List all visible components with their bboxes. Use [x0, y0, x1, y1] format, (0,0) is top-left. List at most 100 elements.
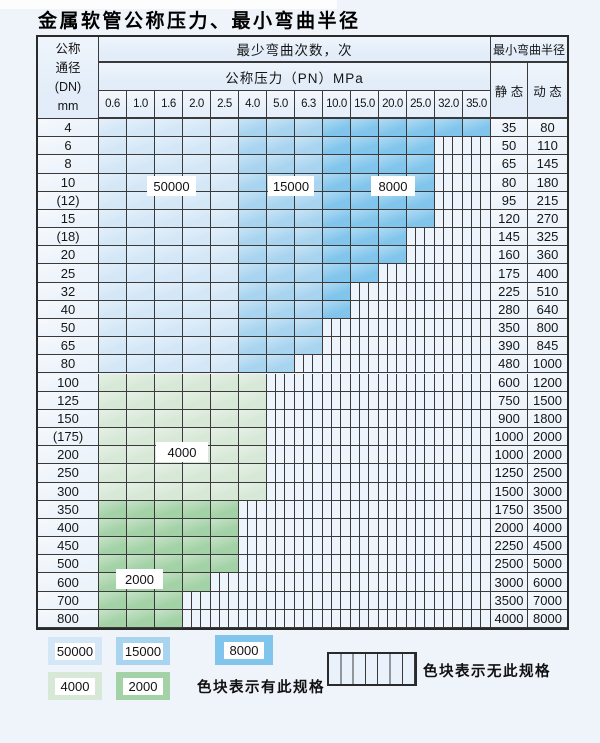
cycle-count-label: 50000 — [147, 176, 196, 196]
grid-cell-no-spec — [379, 446, 407, 465]
grid-cell-has-spec — [239, 391, 267, 410]
grid-cell-has-spec — [379, 155, 407, 174]
grid-cell-has-spec — [239, 155, 267, 174]
grid-cell-has-spec — [211, 246, 239, 265]
pressure-tick-cell: 4.0 — [239, 91, 267, 119]
grid-cell-has-spec — [127, 391, 155, 410]
grid-cell-no-spec — [407, 264, 435, 283]
grid-cell-no-spec — [463, 300, 491, 319]
grid-cell-no-spec — [295, 428, 323, 447]
grid-cell-no-spec — [351, 500, 379, 519]
grid-cell-has-spec — [211, 300, 239, 319]
grid-cell-has-spec — [155, 264, 183, 283]
grid-cell-has-spec — [351, 209, 379, 229]
dynamic-radius-cell: 5000 — [528, 555, 567, 574]
grid-cell-has-spec — [99, 228, 127, 247]
grid-cell-has-spec — [295, 137, 323, 156]
dn-cell: 10 — [38, 173, 99, 192]
grid-cell-no-spec — [323, 318, 351, 338]
grid-cell-no-spec — [267, 518, 295, 538]
grid-cell-no-spec — [435, 609, 463, 628]
grid-cell-no-spec — [463, 191, 491, 210]
grid-cell-no-spec — [323, 355, 351, 374]
cycle-count-label: 8000 — [371, 176, 415, 196]
grid-cell-no-spec — [407, 500, 435, 519]
grid-cell-has-spec — [239, 464, 267, 483]
dynamic-radius-cell: 2500 — [528, 464, 567, 483]
grid-cell-has-spec — [379, 246, 407, 265]
grid-cell-has-spec — [155, 337, 183, 356]
grid-cell-has-spec — [267, 282, 295, 301]
grid-cell-no-spec — [351, 573, 379, 592]
grid-cell-has-spec — [127, 300, 155, 319]
grid-cell-has-spec — [323, 264, 351, 283]
grid-cell-no-spec — [407, 246, 435, 265]
grid-cell-no-spec — [407, 337, 435, 356]
grid-cell-has-spec — [267, 137, 295, 156]
grid-cell-has-spec — [99, 209, 127, 229]
grid-cell-no-spec — [463, 282, 491, 301]
grid-cell-has-spec — [379, 119, 407, 138]
dynamic-radius-cell: 1800 — [528, 409, 567, 429]
grid-cell-has-spec — [351, 246, 379, 265]
grid-cell-has-spec — [295, 155, 323, 174]
grid-cell-no-spec — [323, 391, 351, 410]
grid-cell-has-spec — [407, 119, 435, 138]
grid-cell-has-spec — [323, 246, 351, 265]
grid-cell-no-spec — [295, 391, 323, 410]
grid-cell-has-spec — [183, 500, 211, 519]
grid-cell-no-spec — [323, 591, 351, 610]
grid-cell-has-spec — [183, 119, 211, 138]
grid-cell-no-spec — [435, 191, 463, 210]
legend-swatch-4000: 4000 — [48, 672, 102, 700]
grid-cell-has-spec — [99, 246, 127, 265]
grid-cell-has-spec — [155, 318, 183, 338]
grid-cell-has-spec — [211, 409, 239, 429]
grid-cell-has-spec — [127, 609, 155, 628]
grid-cell-has-spec — [99, 518, 127, 538]
grid-cell-has-spec — [267, 337, 295, 356]
grid-cell-has-spec — [211, 318, 239, 338]
dynamic-radius-cell: 4500 — [528, 537, 567, 556]
grid-cell-has-spec — [99, 337, 127, 356]
grid-cell-has-spec — [239, 173, 267, 192]
grid-cell-no-spec — [267, 464, 295, 483]
grid-cell-has-spec — [295, 209, 323, 229]
grid-cell-no-spec — [379, 300, 407, 319]
grid-cell-no-spec — [379, 500, 407, 519]
grid-cell-has-spec — [183, 464, 211, 483]
pressure-tick-cell: 2.5 — [211, 91, 239, 119]
pressure-tick-cell: 0.6 — [99, 91, 127, 119]
grid-cell-has-spec — [99, 119, 127, 138]
grid-cell-no-spec — [267, 555, 295, 574]
grid-cell-no-spec — [267, 537, 295, 556]
dn-cell: 700 — [38, 591, 99, 610]
pressure-tick-cell: 5.0 — [267, 91, 295, 119]
grid-cell-no-spec — [463, 246, 491, 265]
grid-cell-no-spec — [379, 337, 407, 356]
grid-cell-has-spec — [295, 264, 323, 283]
grid-cell-no-spec — [351, 518, 379, 538]
grid-cell-has-spec — [155, 537, 183, 556]
static-radius-cell: 1000 — [491, 428, 528, 447]
grid-cell-has-spec — [211, 209, 239, 229]
grid-cell-no-spec — [463, 609, 491, 628]
grid-cell-has-spec — [99, 555, 127, 574]
grid-cell-no-spec — [407, 482, 435, 501]
grid-cell-no-spec — [267, 573, 295, 592]
grid-cell-has-spec — [211, 173, 239, 192]
grid-cell-has-spec — [183, 191, 211, 210]
grid-cell-no-spec — [435, 337, 463, 356]
pressure-tick-cell: 35.0 — [463, 91, 491, 119]
grid-cell-no-spec — [463, 318, 491, 338]
grid-cell-has-spec — [211, 282, 239, 301]
dn-cell: 8 — [38, 155, 99, 174]
static-radius-cell: 750 — [491, 391, 528, 410]
static-radius-cell: 175 — [491, 264, 528, 283]
pressure-tick-cell: 20.0 — [379, 91, 407, 119]
grid-cell-no-spec — [463, 518, 491, 538]
grid-cell-has-spec — [155, 228, 183, 247]
grid-cell-no-spec — [407, 518, 435, 538]
grid-cell-has-spec — [351, 119, 379, 138]
grid-cell-has-spec — [295, 246, 323, 265]
